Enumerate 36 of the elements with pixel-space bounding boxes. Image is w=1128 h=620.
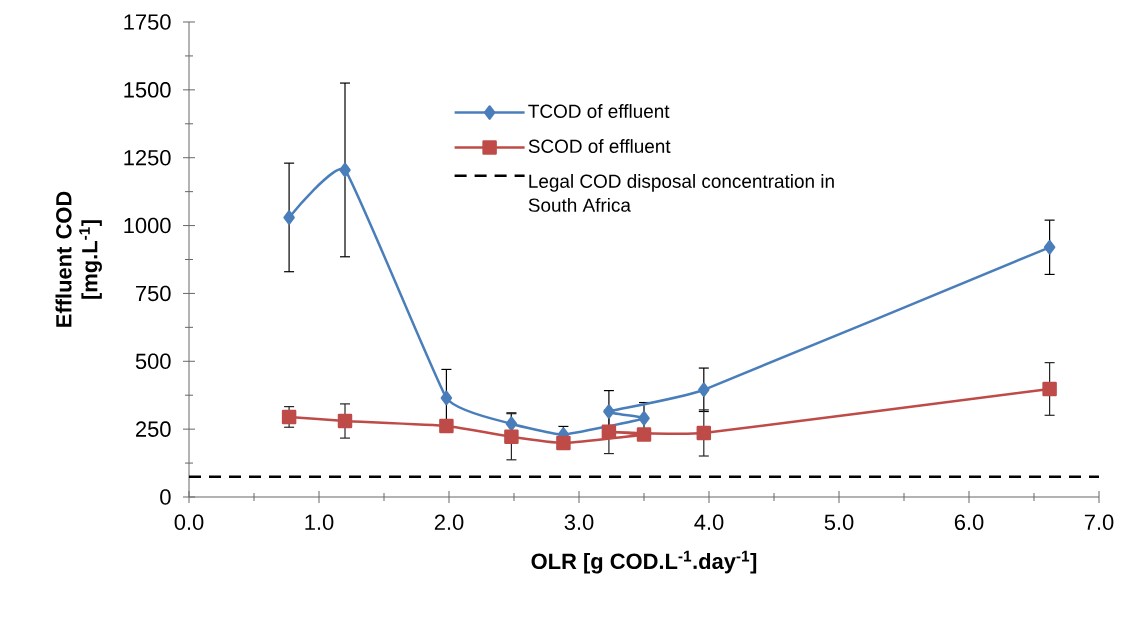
y-tick-label: 0 [160,489,171,505]
y-tick-label: 250 [136,421,171,437]
legend-label: TCOD of effluent [528,104,670,118]
point [698,382,710,398]
point [696,425,712,441]
y-tick-label: 1750 [124,14,171,30]
point [504,429,519,444]
y-tick-label: 750 [136,285,171,302]
point [339,162,351,178]
y-tick-label: 1000 [124,217,171,234]
point [440,390,453,406]
point [283,210,295,225]
point [556,435,571,451]
y-tick-label: 1250 [124,149,171,166]
point [505,416,518,431]
y-tick-label: 500 [135,353,171,370]
point [603,404,615,419]
point [1042,381,1057,397]
y-tick-label: 1500 [124,82,171,98]
x-tick-label: 3.0 [564,514,594,531]
x-tick-label: 6.0 [954,514,984,531]
x-tick-label: 5.0 [824,514,854,531]
point [337,413,353,429]
legend-label: Legal COD disposal concentration in South Africa [528,174,834,212]
x-axis-title: OLR [g COD.L$^{-1}$.day$^{-1}$] [531,550,757,574]
x-tick-label: 4.0 [694,514,724,531]
point [439,418,454,434]
point [638,411,650,426]
x-tick-label: 2.0 [434,514,464,531]
point [1043,240,1056,255]
legend-label: SCOD of effluent [528,139,671,153]
point [601,424,617,440]
point [636,427,652,442]
x-tick-label: 1.0 [305,514,334,531]
x-tick-label: 7.0 [1084,514,1114,531]
x-tick-label: 0.0 [174,514,204,531]
